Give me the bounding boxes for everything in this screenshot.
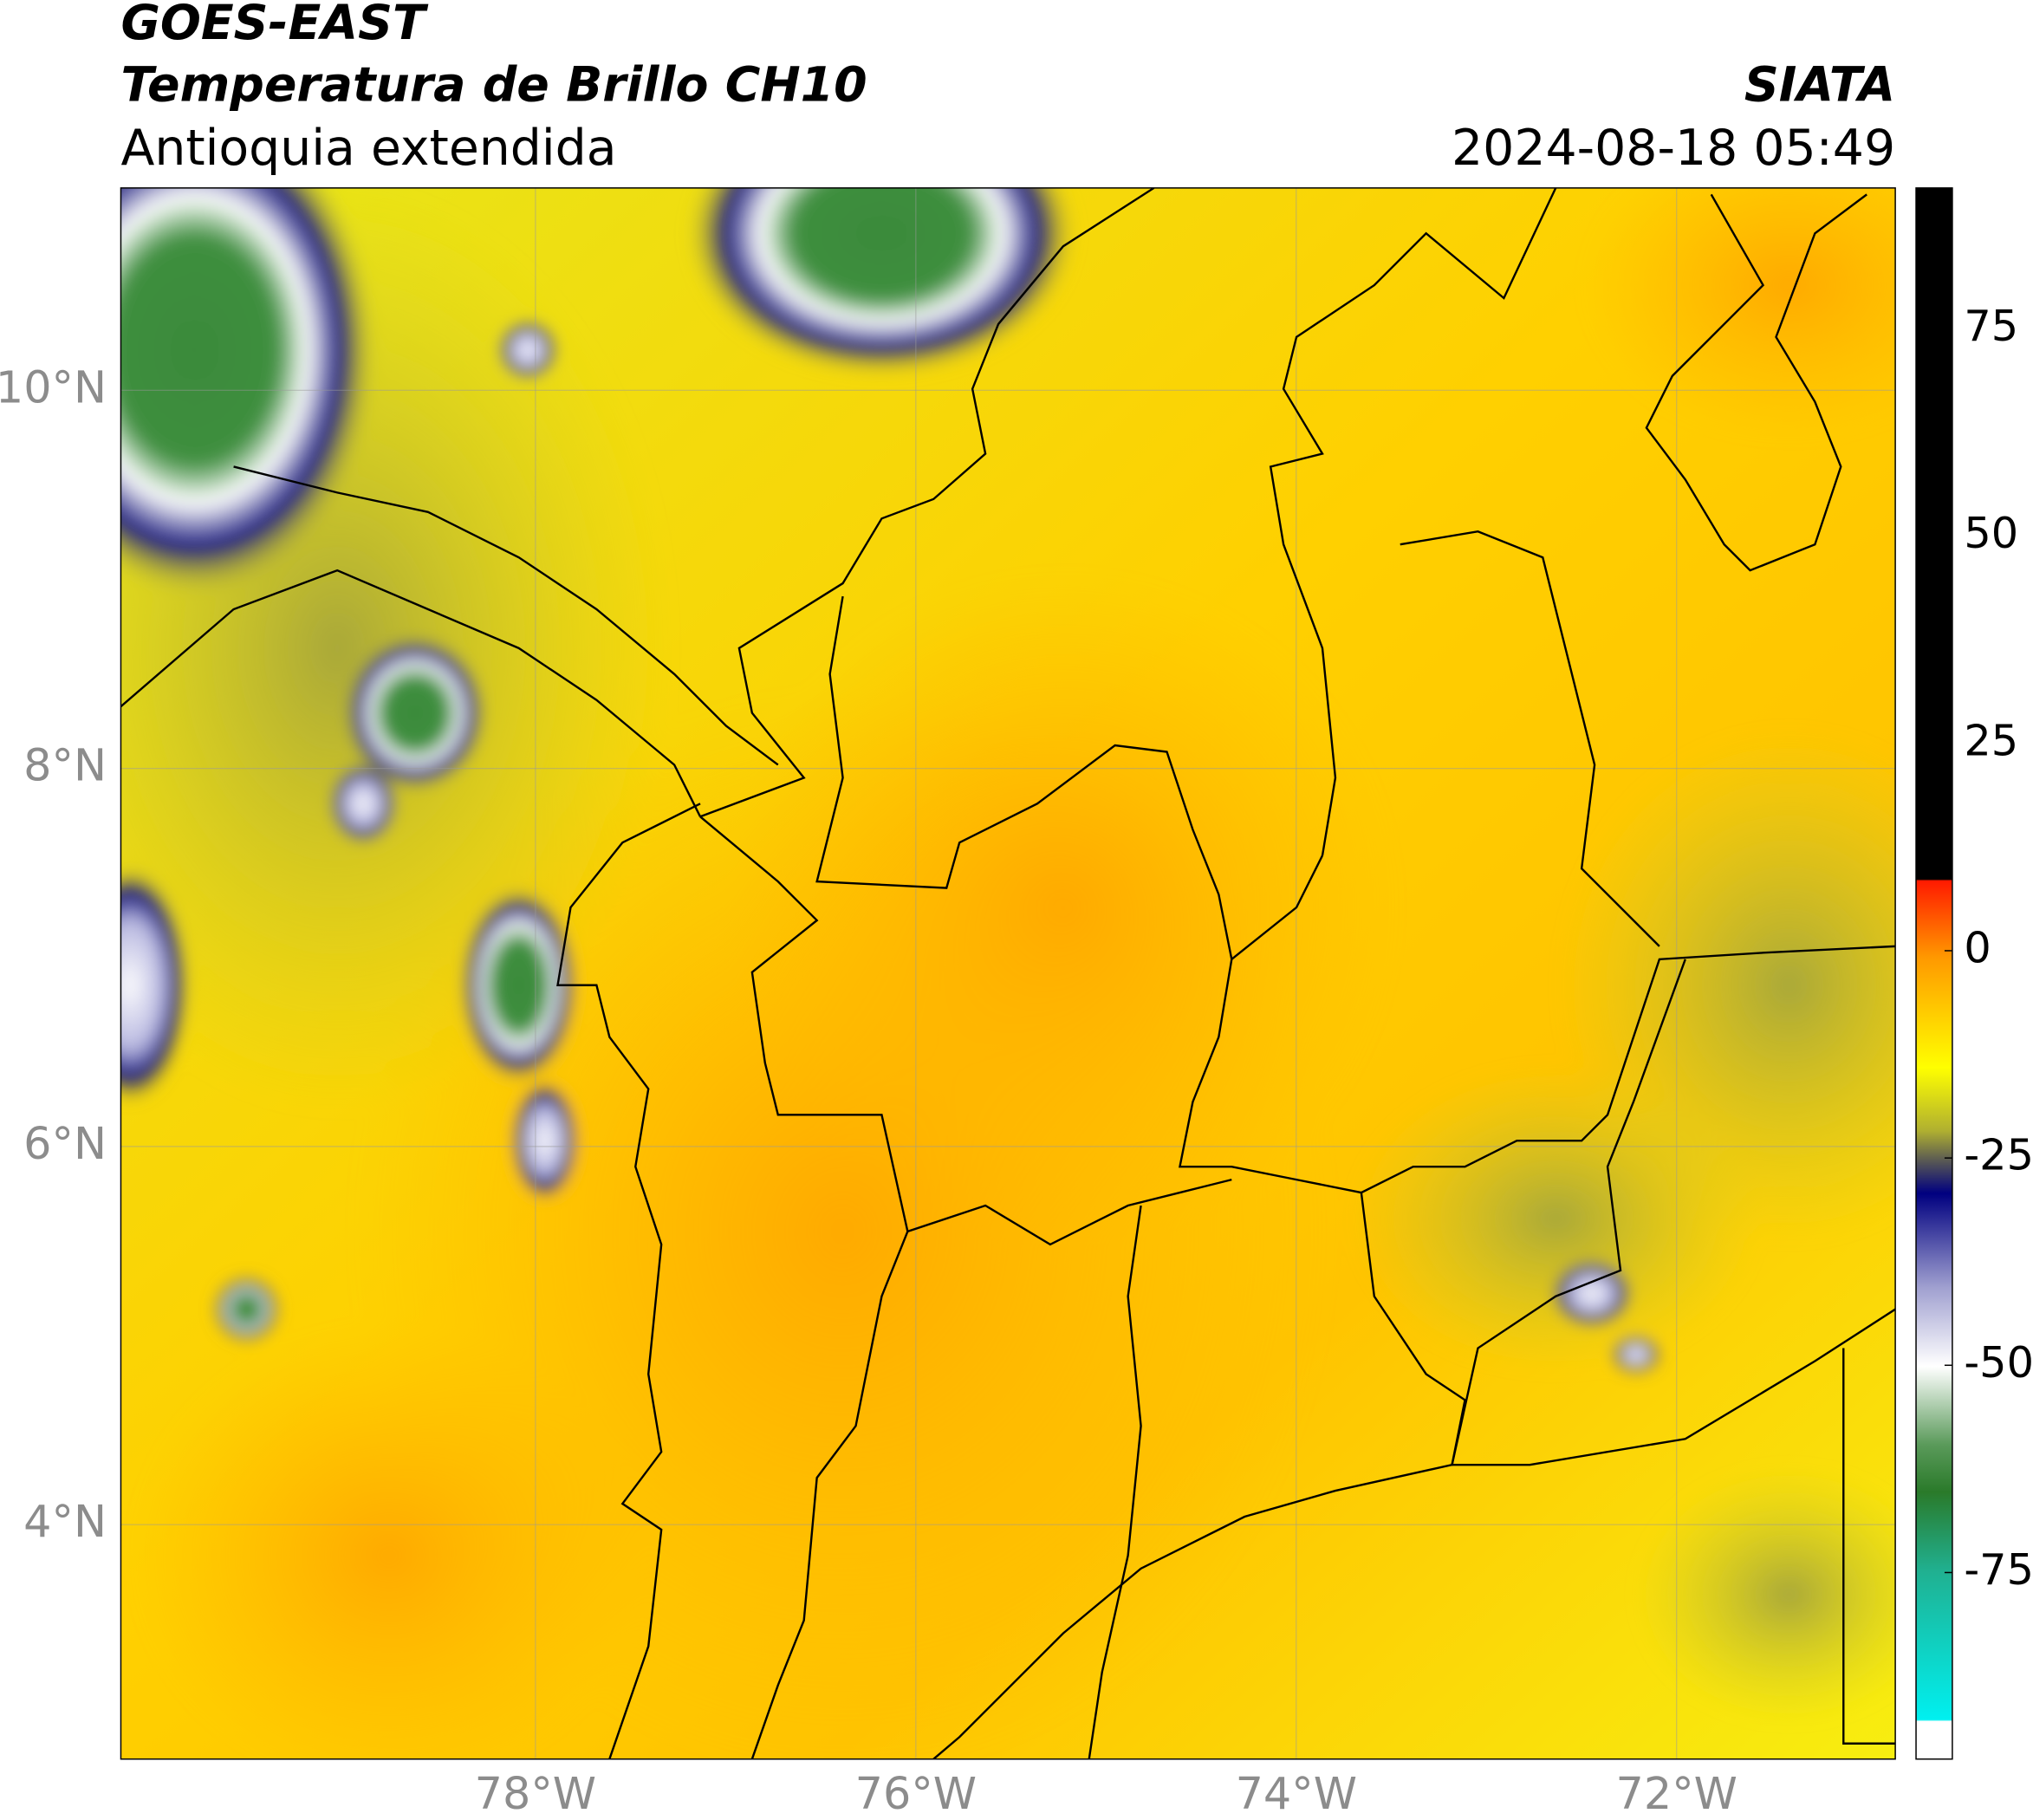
border-line (1400, 530, 1896, 1466)
x-tick-label: 76°W (855, 1768, 977, 1819)
source-title: GOES-EAST (120, 0, 429, 51)
agency: SIATA (1744, 58, 1895, 114)
colorbar-tick-label: -75 (1964, 1544, 2033, 1595)
x-tick-label: 72°W (1616, 1768, 1737, 1819)
cloud-top (120, 187, 377, 596)
colorbar (1915, 187, 1953, 1760)
cloud-top (343, 634, 487, 791)
timestamp: 2024-08-18 05:49 (1452, 120, 1895, 177)
department-border (699, 816, 1232, 1246)
department-border (932, 1192, 1466, 1759)
warm-area (725, 570, 1400, 1245)
map-frame (120, 187, 1896, 1760)
colorbar-tick-label: 0 (1964, 922, 1991, 972)
department-border (1269, 187, 1557, 856)
coastline (120, 569, 702, 817)
cloud-top (214, 1277, 279, 1342)
y-tick-label: 10°N (0, 361, 107, 413)
y-tick-label: 6°N (23, 1118, 107, 1169)
cold-area (1634, 1465, 1896, 1725)
y-tick-label: 4°N (23, 1496, 107, 1547)
colorbar-tick-label: -50 (1964, 1337, 2033, 1388)
coastline (699, 187, 1155, 818)
department-border (815, 595, 1324, 962)
border-line (233, 465, 779, 766)
colorbar-tick-label: -25 (1964, 1130, 2033, 1180)
warm-area (130, 1322, 649, 1759)
product-title: Temperatura de Brillo CH10 (120, 58, 867, 114)
region-subtitle: Antioquia extendida (120, 120, 616, 177)
borders (120, 187, 1896, 1759)
cloud-top (120, 868, 189, 1102)
cloud-top (460, 887, 577, 1082)
border-line (1842, 1348, 1896, 1745)
department-border (750, 1205, 1142, 1759)
cloud-top (499, 321, 557, 379)
colorbar-tick-label: 50 (1964, 508, 2018, 558)
warm-area (1582, 187, 1896, 441)
axes: 78°W 76°W 74°W 72°W 4°N 6°N 8°N 10°N (0, 361, 1737, 1819)
department-border (1179, 945, 1896, 1194)
cold-area (1348, 1063, 1763, 1375)
cloud-top (330, 764, 396, 843)
coastline (556, 803, 701, 1759)
colorbar-ticks: -75 -50 -25 0 25 50 75 (1944, 301, 2033, 1595)
y-tick-label: 8°N (23, 740, 107, 791)
colorbar-tick-label: 75 (1964, 301, 2018, 351)
cloud-top (687, 187, 1076, 376)
x-tick-label: 78°W (475, 1768, 596, 1819)
cloud-top (1553, 1261, 1631, 1327)
border-line (1645, 193, 1867, 572)
map-image (120, 187, 1896, 1759)
cloud-top (1613, 1336, 1660, 1373)
cloud-top (512, 1082, 577, 1199)
colorbar-tick-label: 25 (1964, 715, 2018, 765)
x-tick-label: 74°W (1236, 1768, 1357, 1819)
grid (120, 187, 1896, 1759)
